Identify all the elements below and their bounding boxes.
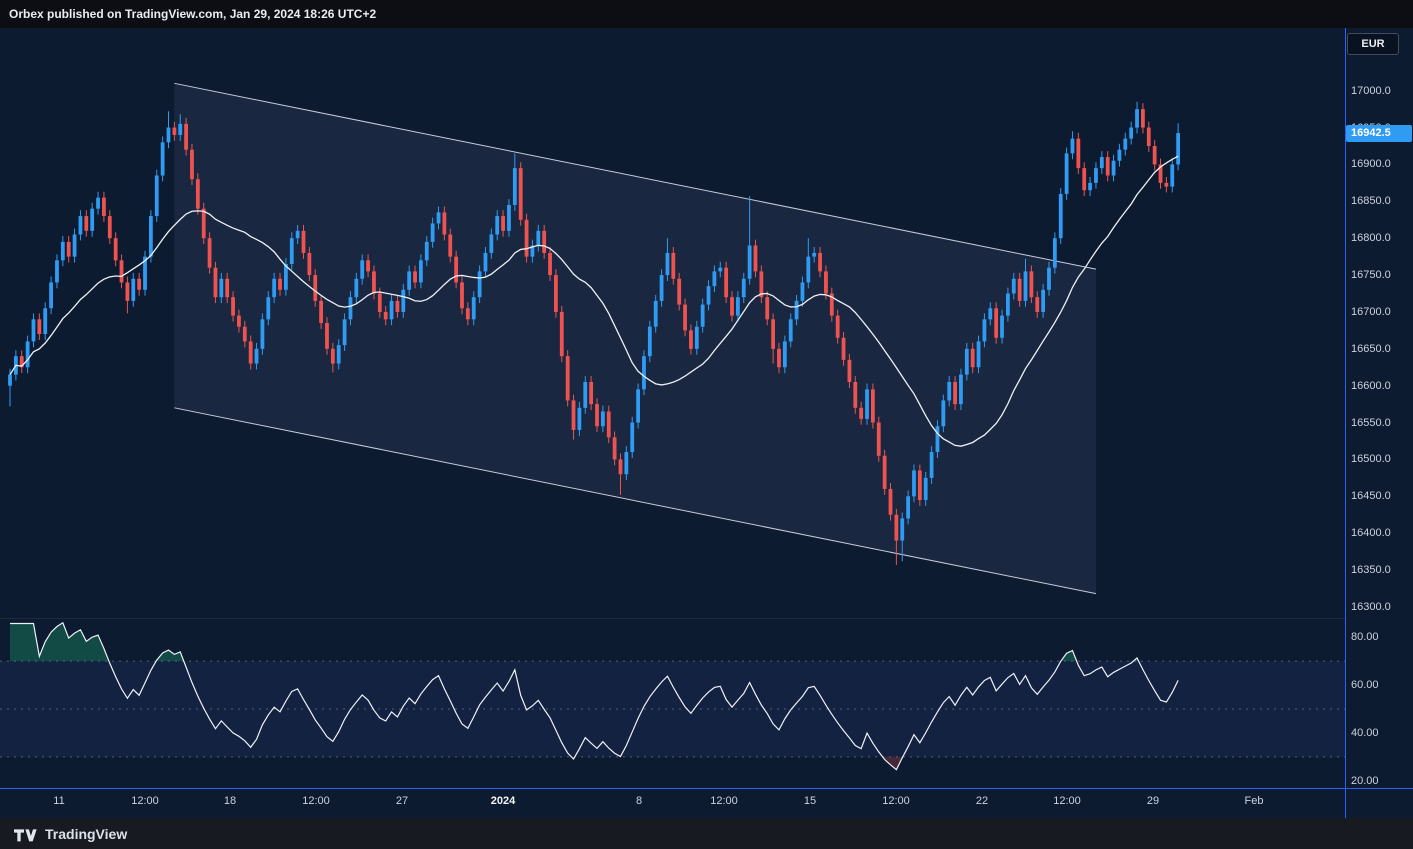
price-tick-label: 16650.0 [1351, 342, 1391, 355]
rsi-tick-label: 20.00 [1351, 774, 1379, 787]
descending-channel[interactable] [174, 82, 1097, 595]
time-axis-label: 22 [975, 795, 989, 807]
price-axis[interactable]: EUR 16942.5 17000.016950.016900.016850.0… [1346, 28, 1413, 818]
price-tick-label: 16550.0 [1351, 416, 1391, 429]
time-axis-label: Feb [1244, 795, 1264, 807]
rsi-tick-label: 40.00 [1351, 726, 1379, 739]
time-axis-border [0, 788, 1413, 789]
candles [8, 101, 1181, 565]
chart-area[interactable]: 11 12:00 18 12:00 27 2024 8 12:00 15 12:00 22 12:00… [0, 28, 1413, 818]
time-axis-label: 8 [635, 795, 643, 807]
time-axis-label: 27 [395, 795, 409, 807]
time-axis-label: 12:00 [1053, 795, 1081, 807]
time-axis[interactable]: 11 12:00 18 12:00 27 2024 8 12:00 15 12:00 22 12:00… [0, 788, 1345, 818]
rsi-pane[interactable] [0, 618, 1345, 788]
price-tick-label: 16750.0 [1351, 269, 1391, 282]
time-axis-label: 11 [53, 795, 65, 807]
price-tick-label: 16400.0 [1351, 527, 1391, 540]
price-tick-label: 16500.0 [1351, 453, 1391, 466]
price-tick-label: 16700.0 [1351, 305, 1391, 318]
pane-separator[interactable] [0, 618, 1345, 619]
moving-average-line [9, 155, 1179, 447]
tradingview-brand[interactable]: TradingView [45, 825, 128, 842]
price-tick-label: 17000.0 [1351, 84, 1391, 97]
footer: TradingView [0, 818, 1413, 849]
currency-chip[interactable]: EUR [1347, 33, 1399, 55]
rsi-line [10, 621, 1179, 771]
time-axis-label: 15 [803, 795, 817, 807]
publish-header: Orbex published on TradingView.com, Jan … [0, 0, 1413, 28]
time-axis-label: 12:00 [882, 795, 910, 807]
price-tick-label: 16350.0 [1351, 564, 1391, 577]
price-tick-label: 16450.0 [1351, 490, 1391, 503]
last-price-badge: 16942.5 [1346, 124, 1412, 142]
price-tick-label: 16800.0 [1351, 232, 1391, 245]
price-tick-label: 16850.0 [1351, 195, 1391, 208]
time-axis-label: 29 [1146, 795, 1160, 807]
time-axis-label: 18 [223, 795, 237, 807]
rsi-tick-label: 80.00 [1351, 631, 1379, 644]
price-tick-label: 16900.0 [1351, 158, 1391, 171]
time-axis-label: 12:00 [131, 795, 159, 807]
tradingview-logo-icon[interactable] [12, 826, 38, 842]
time-axis-label: 12:00 [710, 795, 738, 807]
price-axis-border [1345, 28, 1346, 818]
price-tick-label: 16600.0 [1351, 379, 1391, 392]
price-tick-label: 16300.0 [1351, 600, 1391, 613]
time-axis-label: 2024 [490, 795, 516, 807]
time-axis-label: 12:00 [302, 795, 330, 807]
publish-attribution: Orbex published on TradingView.com, Jan … [9, 7, 377, 21]
rsi-tick-label: 60.00 [1351, 679, 1379, 692]
price-pane[interactable] [0, 28, 1345, 618]
